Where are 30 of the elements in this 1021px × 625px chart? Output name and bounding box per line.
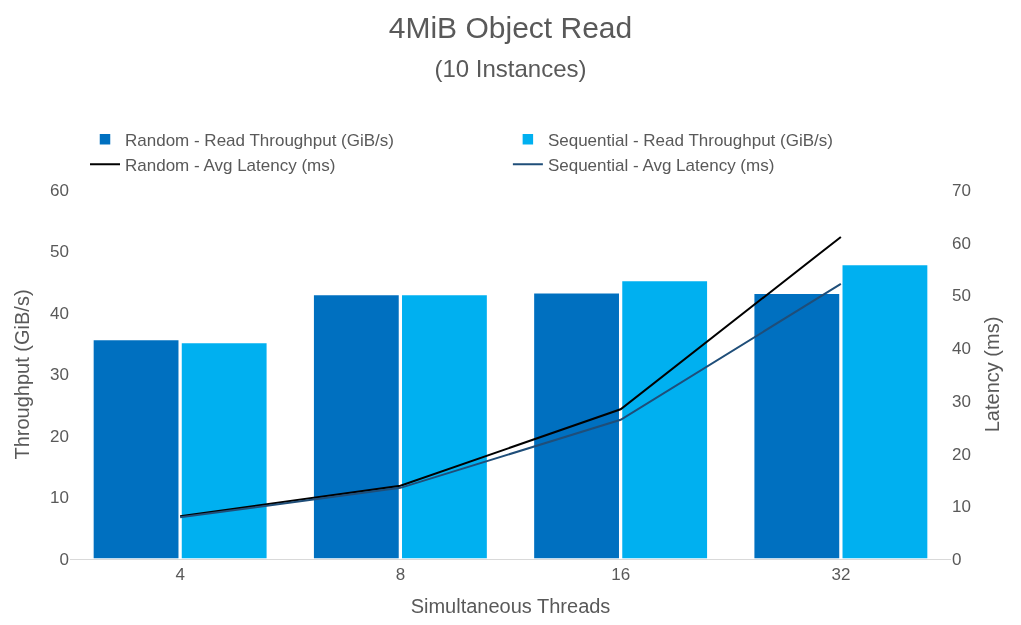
y-tick-label: 10 <box>50 488 69 508</box>
legend-label: Random - Avg Latency (ms) <box>125 155 336 175</box>
y-tick-label: 60 <box>50 180 69 200</box>
x-tick-label: 32 <box>831 565 851 585</box>
x-tick-label: 8 <box>395 565 406 585</box>
chart-title: 4MiB Object Read <box>388 10 633 44</box>
legend-label: Sequential - Read Throughput (GiB/s) <box>547 130 833 150</box>
y-tick-label: 20 <box>50 426 69 446</box>
y2-tick-label: 70 <box>952 180 971 200</box>
y-tick-label: 30 <box>50 365 69 385</box>
y-tick-label: 40 <box>50 303 69 323</box>
y-tick-label: 0 <box>59 549 69 569</box>
y-axis-title: Throughput (GiB/s) <box>10 289 33 460</box>
y2-tick-label: 0 <box>952 549 962 569</box>
y2-tick-label: 30 <box>952 391 971 411</box>
legend-label: Sequential - Avg Latency (ms) <box>547 155 775 175</box>
x-axis-title: Simultaneous Threads <box>410 594 611 617</box>
x-tick-label: 4 <box>175 565 185 585</box>
legend-label: Random - Read Throughput (GiB/s) <box>125 130 394 150</box>
y2-tick-label: 50 <box>952 286 971 306</box>
y2-tick-label: 10 <box>952 497 971 517</box>
y2-tick-label: 60 <box>952 233 971 253</box>
y2-axis-title: Latency (ms) <box>981 316 1004 433</box>
y-tick-label: 50 <box>50 242 69 262</box>
line-series <box>179 235 842 518</box>
x-tick-label: 16 <box>611 565 631 585</box>
y2-tick-label: 40 <box>952 339 971 359</box>
line-series <box>179 282 842 519</box>
chart-subtitle: (10 Instances) <box>434 54 587 82</box>
y2-tick-label: 20 <box>952 444 971 464</box>
